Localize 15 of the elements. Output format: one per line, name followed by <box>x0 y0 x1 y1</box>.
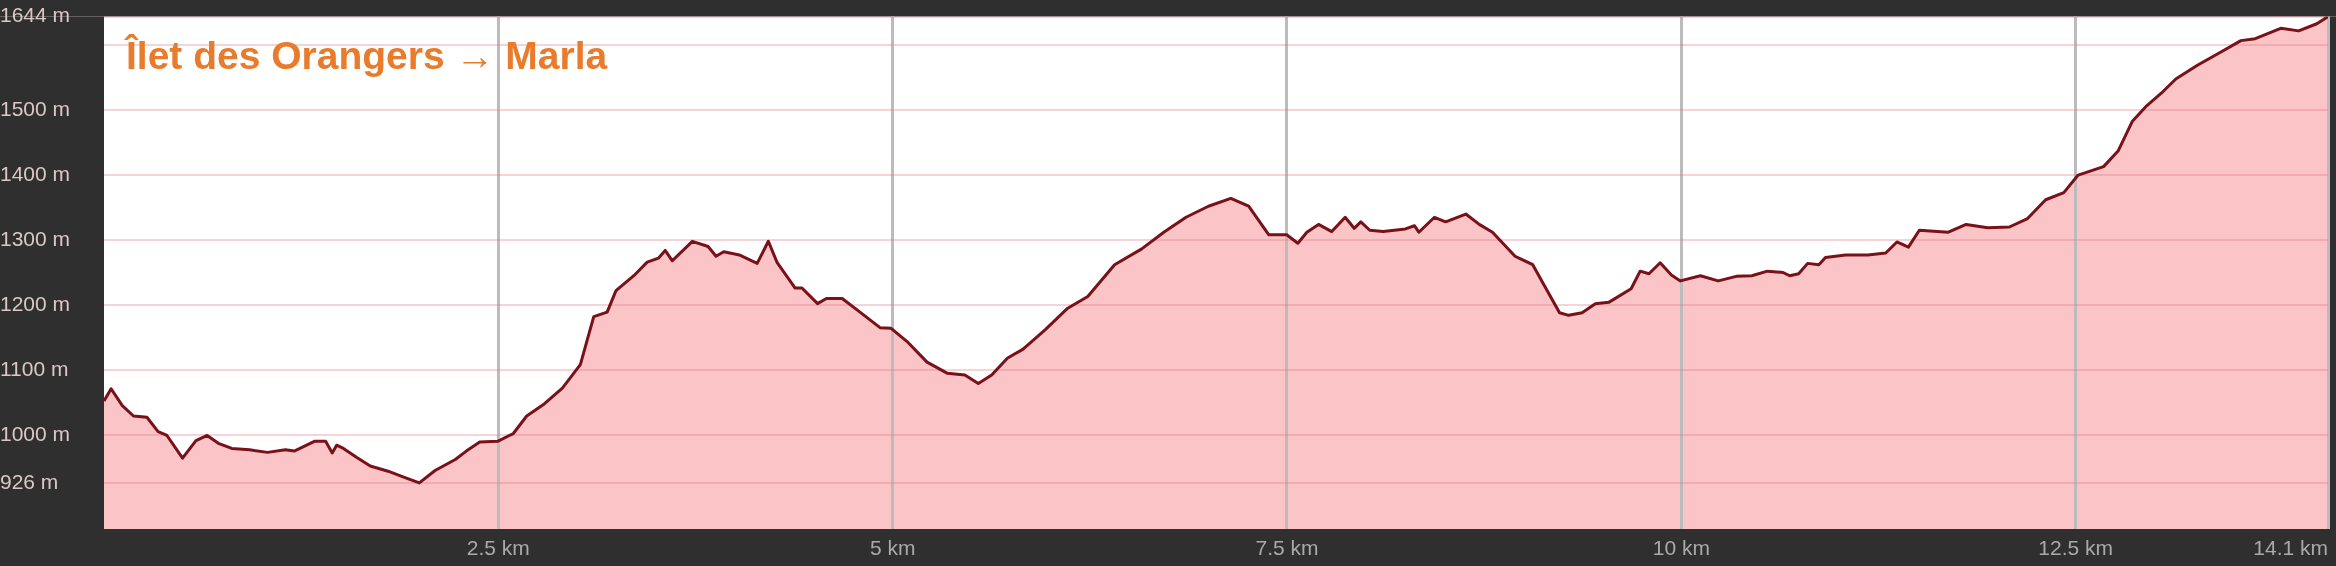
y-tick-label: 926 m <box>0 469 59 493</box>
x-tick-label: 2.5 km <box>466 536 530 560</box>
y-tick-label: 1644 m <box>0 3 71 27</box>
x-tick-label: 7.5 km <box>1255 536 1319 560</box>
x-tick-label: 10 km <box>1652 536 1710 560</box>
x-tick-label: 5 km <box>869 536 916 560</box>
y-tick-label: 1400 m <box>0 161 71 185</box>
y-tick-label: 1300 m <box>0 226 71 250</box>
y-tick-label: 1000 m <box>0 421 71 445</box>
chart-title: Îlet des Orangers → Marla <box>126 34 608 78</box>
y-tick-label: 1500 m <box>0 96 71 120</box>
y-tick-label: 1200 m <box>0 291 71 315</box>
y-tick-label: 1100 m <box>0 356 69 380</box>
x-tick-label: 14.1 km <box>2253 536 2328 560</box>
x-tick-label: 12.5 km <box>2038 536 2113 560</box>
